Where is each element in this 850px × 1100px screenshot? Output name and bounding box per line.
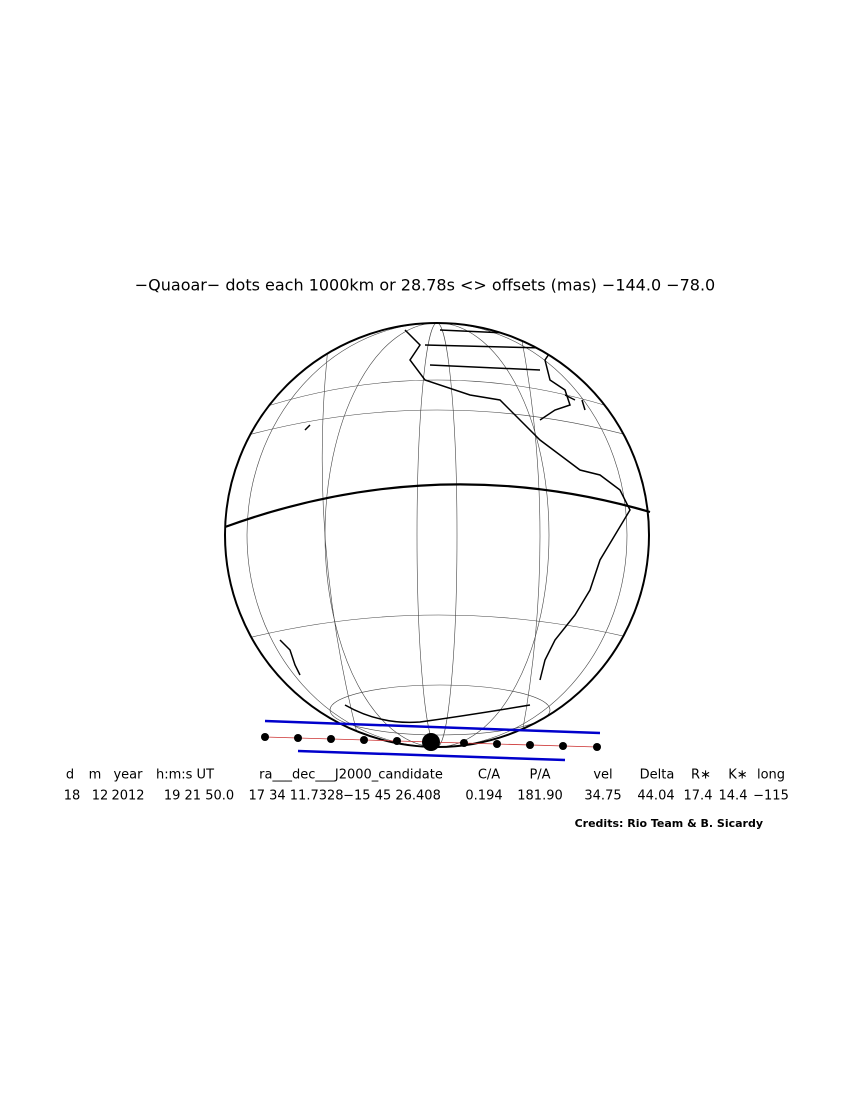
shadow-limit xyxy=(297,749,566,762)
equator xyxy=(224,483,651,529)
column-header: R∗ xyxy=(691,768,711,783)
dot xyxy=(393,737,401,745)
cell-value: 18 xyxy=(64,789,81,804)
cell-value: 14.4 xyxy=(719,789,748,804)
graticule xyxy=(229,323,646,747)
dot xyxy=(493,740,501,748)
column-header: long xyxy=(757,768,785,783)
dot xyxy=(526,741,534,749)
cell-value: 2012 xyxy=(111,789,144,804)
column-header: vel xyxy=(593,768,612,783)
column-header: C/A xyxy=(478,768,500,783)
cell-value: −115 xyxy=(753,789,789,804)
column-header: ra___dec___J2000_candidate xyxy=(259,768,443,783)
value-row: 18 12 2012 19 21 50.0 17 34 11.7328 −15 45 26… xyxy=(64,789,789,804)
dot xyxy=(593,743,601,751)
column-header: d xyxy=(66,768,74,783)
cell-value: 12 xyxy=(92,789,109,804)
shadow-limit xyxy=(264,719,601,735)
credits: Credits: Rio Team & B. Sicardy xyxy=(575,817,763,830)
time-dots xyxy=(261,733,601,751)
cell-value: 34.75 xyxy=(584,789,621,804)
cell-value: 17 34 11.7328 xyxy=(248,789,343,804)
column-header: year xyxy=(113,768,143,783)
column-header: m xyxy=(89,768,102,783)
cell-value: 0.194 xyxy=(465,789,502,804)
cell-value: −15 45 26.408 xyxy=(343,789,441,804)
column-header: Delta xyxy=(640,768,675,783)
cell-value: 17.4 xyxy=(684,789,713,804)
cell-value: 181.90 xyxy=(517,789,563,804)
dot xyxy=(261,733,269,741)
map-title: −Quaoar− dots each 1000km or 28.78s <> o… xyxy=(135,276,715,295)
header-row: d m year h:m:s UT ra___dec___J2000_candidate… xyxy=(66,768,785,783)
column-header: h:m:s UT xyxy=(156,768,214,783)
closest-approach-dot xyxy=(422,733,440,751)
dot xyxy=(559,742,567,750)
column-header: K∗ xyxy=(728,768,747,783)
dot xyxy=(327,735,335,743)
column-header: P/A xyxy=(529,768,550,783)
cell-value: 19 21 50.0 xyxy=(164,789,234,804)
cell-value: 44.04 xyxy=(637,789,674,804)
shadow-path xyxy=(261,719,601,762)
dot xyxy=(294,734,302,742)
dot xyxy=(360,736,368,744)
dot xyxy=(460,739,468,747)
